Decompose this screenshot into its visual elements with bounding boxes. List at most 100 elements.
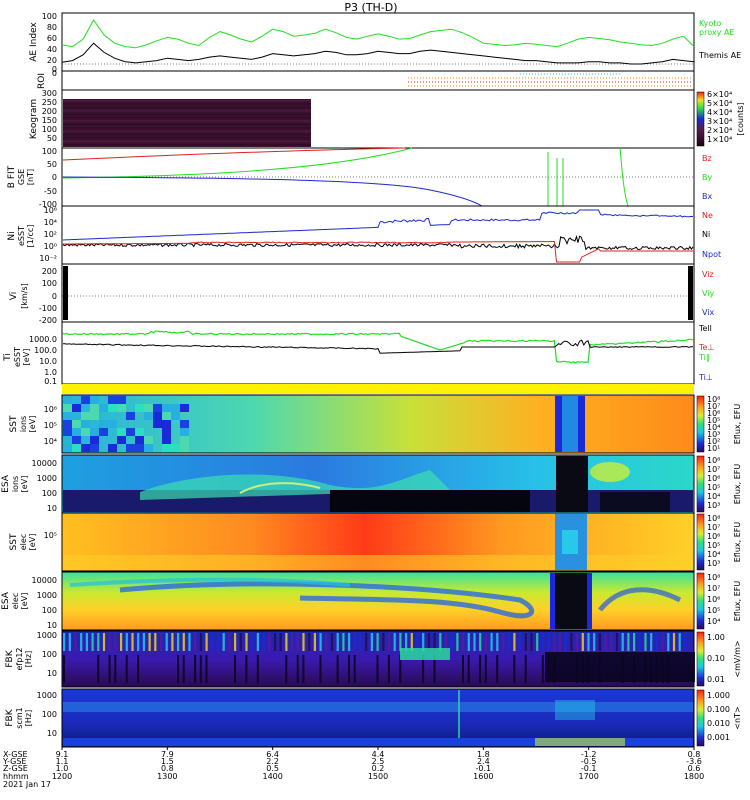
- sst-e-cb-tick: 10⁷: [707, 523, 720, 532]
- ni-tick: 10⁴: [44, 218, 57, 227]
- sst-ions-pixel: [162, 412, 171, 420]
- sst-ions-pixel: [99, 420, 108, 428]
- footer-row-label: 2021 Jan 17: [3, 780, 51, 789]
- sst-ions-pixel: [144, 404, 153, 412]
- sst-ions-pixel: [162, 436, 171, 444]
- esa-i-tick: 10000: [32, 459, 57, 468]
- fbk-stripe: [308, 633, 311, 651]
- fbk-stripe: [285, 655, 288, 683]
- fbk-stripe: [114, 655, 117, 683]
- footer-value: 4.4: [372, 750, 385, 759]
- fbk-stripe: [638, 633, 641, 651]
- sst-elec-gap-core: [562, 530, 578, 554]
- ae-tick: 20: [47, 56, 57, 65]
- fbk-bfield-low-blob: [535, 738, 625, 746]
- fbk-stripe: [462, 655, 464, 683]
- ni-tick: 10²: [44, 230, 57, 239]
- fbk-stripe: [336, 633, 339, 651]
- bfit-tick: 50: [47, 160, 57, 169]
- bfit-legend-bz: Bz: [702, 154, 712, 163]
- ti-legend-tiperp: Ti⊥: [698, 373, 713, 382]
- sst-ions-pixel: [144, 412, 153, 420]
- ae-legend-kyoto: Kyoto: [699, 19, 721, 28]
- fbk-stripe: [319, 655, 322, 683]
- fbk-stripe: [422, 633, 425, 651]
- fbk-stripe: [256, 633, 259, 651]
- bfit-tick: -50: [44, 187, 57, 196]
- ni-legend-ni: Ni: [702, 230, 710, 239]
- esa-ions-gap: [556, 456, 588, 512]
- fbk-stripe: [570, 633, 573, 651]
- fbk-e-tick: 10: [47, 669, 57, 678]
- fbk-stripe: [524, 633, 527, 651]
- sst-ions-pixel: [90, 396, 99, 404]
- fbk-stripe: [108, 633, 111, 651]
- fbk-stripe: [108, 655, 111, 683]
- ti-tick: 10.0: [39, 357, 57, 366]
- fbk-stripe: [444, 633, 448, 651]
- sst-i-tick: 10⁴: [44, 437, 57, 446]
- vi-ylabel: Vi: [9, 292, 19, 300]
- fbk-stripe: [194, 633, 197, 651]
- vi-legend-viz: Viz: [702, 270, 714, 279]
- fbk-stripe: [513, 655, 516, 683]
- fbk-stripe: [678, 633, 681, 651]
- sst-ions-pixel: [135, 444, 144, 452]
- sst-e-ylabel3: [eV]: [28, 534, 37, 551]
- fbk-efield-panel: 1000 100 10 FBK efp12 [Hz] 1.00 0.10 0.0…: [5, 630, 742, 688]
- sst-ions-pixel: [72, 420, 81, 428]
- sst-ions-pixel: [117, 396, 126, 404]
- keo-cb-tick: 6×10⁴: [707, 90, 732, 99]
- fbk-b-cb-tick: 0.001: [707, 733, 730, 742]
- fbk-stripe: [131, 633, 134, 651]
- esa-elec-panel: 10000 1000 100 10 ESA elec [eV] 10⁸ 10⁷ …: [1, 571, 742, 631]
- fbk-stripe: [348, 655, 350, 683]
- roi-panel: 0 ROI: [37, 69, 695, 91]
- fbk-stripe: [114, 633, 117, 651]
- fbk-stripe: [553, 633, 556, 651]
- keo-tick: 250: [42, 98, 57, 107]
- fbk-stripe: [296, 633, 299, 651]
- sst-ions-pixel: [162, 444, 171, 452]
- vi-edge-left: [63, 266, 68, 320]
- bfit-by-tail: [619, 147, 629, 207]
- sst-ions-pixel: [63, 404, 72, 412]
- fbk-stripe: [484, 655, 487, 683]
- fbk-stripe: [313, 633, 316, 651]
- fbk-bfield-low: [63, 738, 693, 746]
- sst-ions-pixel: [135, 404, 144, 412]
- ti-ti-line: [62, 330, 694, 364]
- fbk-stripe: [91, 633, 94, 651]
- ti-tick: 1000.0: [29, 335, 57, 344]
- ni-panel: 10⁶ 10⁴ 10² 10⁰ 10⁻² Ni eSST [1/cc] Ne N…: [7, 205, 721, 265]
- sst-ions-pixel: [144, 436, 153, 444]
- fbk-stripe: [159, 633, 163, 651]
- fbk-b-tick: 1000: [37, 691, 57, 700]
- sst-ions-pixel: [171, 404, 180, 412]
- vi-tick: -200: [39, 316, 57, 325]
- fbk-e-colorbar: [696, 631, 705, 687]
- ae-tick: 40: [47, 45, 57, 54]
- footer-value: 0.6: [688, 764, 701, 773]
- fbk-stripe: [74, 633, 77, 651]
- sst-ions-pixel: [108, 420, 117, 428]
- bfit-ylabel: B FIT: [7, 165, 17, 188]
- sst-i-cb-unit: Eflux, EFU: [733, 404, 742, 445]
- sst-ions-pixel: [135, 428, 144, 436]
- footer-value: 1500: [368, 772, 388, 781]
- fbk-stripe: [177, 655, 179, 683]
- keo-tick: 300: [42, 89, 57, 98]
- fbk-bfield-panel: 1000 100 10 FBK scm1 [Hz] 1.000 0.100 0.…: [5, 688, 742, 748]
- fbk-stripe: [524, 655, 527, 683]
- keogram-row: [63, 127, 311, 129]
- sst-ions-pixel: [180, 436, 189, 444]
- sst-ions-pixel: [144, 444, 153, 452]
- fbk-b-ylabel: FBK: [5, 708, 15, 726]
- fbk-stripe: [188, 633, 191, 651]
- sst-e-ylabel: SST: [9, 533, 19, 550]
- figure-title: P3 (TH-D): [344, 1, 397, 14]
- sst-ions-pixel: [99, 404, 108, 412]
- fbk-stripe: [97, 655, 100, 683]
- keogram-image: [63, 99, 311, 147]
- fbk-stripe: [496, 633, 499, 651]
